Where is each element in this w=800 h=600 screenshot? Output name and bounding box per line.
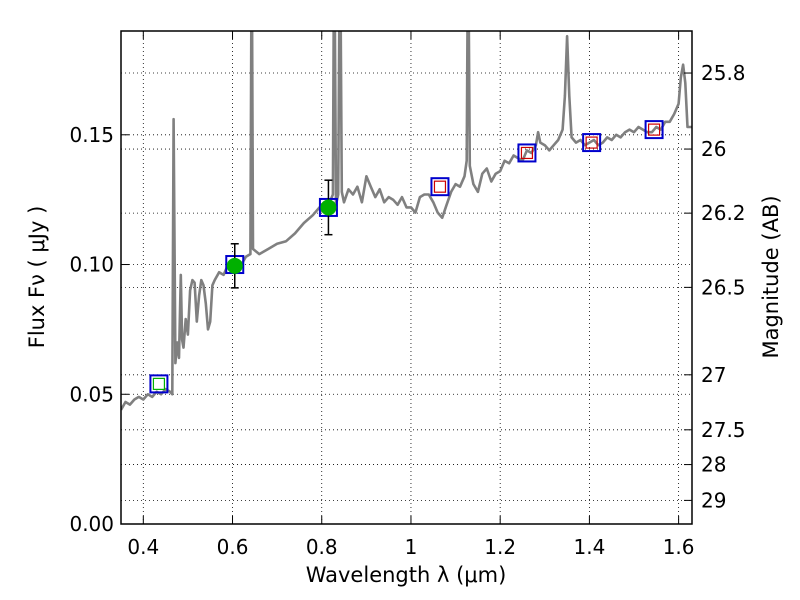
magnitude-tick-label: 25.8 — [701, 61, 746, 85]
y-tick-label: 0.05 — [69, 382, 114, 406]
marker-layer — [149, 120, 664, 394]
model-box-marker — [517, 143, 537, 163]
tick-layer — [121, 31, 692, 525]
magnitude-tick-label: 27 — [701, 363, 726, 387]
predicted-box-marker — [520, 146, 534, 160]
x-tick-label: 0.8 — [306, 535, 338, 559]
y-tick-label: 0.10 — [69, 253, 114, 277]
x-tick-label: 1 — [405, 535, 418, 559]
magnitude-tick-label: 26 — [701, 137, 726, 161]
x-axis-title: Wavelength λ (μm) — [306, 563, 507, 587]
model-box-marker — [149, 374, 169, 394]
spectrum-layer — [121, 31, 692, 411]
right-axis-title: Magnitude (AB) — [759, 195, 783, 358]
predicted-box-marker — [585, 136, 598, 149]
magnitude-tick-label: 26.2 — [701, 201, 746, 225]
model-box-marker — [582, 133, 602, 153]
tick-label-layer: 0.4 0.6 0.8 1 1.2 1.4 1.6 0.00 0.05 0.10 0.15 25.8 2… — [69, 61, 745, 559]
x-tick-label: 1.2 — [484, 535, 516, 559]
predicted-box-marker — [647, 123, 661, 136]
observed-point — [320, 199, 337, 216]
spectrum-line — [121, 31, 692, 411]
magnitude-tick-label: 28 — [701, 453, 726, 477]
x-tick-label: 0.6 — [217, 535, 249, 559]
y-axis-title: Flux Fν ( μJy ) — [25, 206, 49, 349]
magnitude-tick-label: 29 — [701, 488, 726, 512]
y-tick-label: 0.00 — [69, 512, 114, 536]
model-box-marker — [644, 120, 664, 140]
x-tick-label: 1.4 — [573, 535, 605, 559]
x-tick-label: 1.6 — [663, 535, 695, 559]
magnitude-tick-label: 27.5 — [701, 418, 746, 442]
observed-point — [226, 257, 243, 274]
y-tick-label: 0.15 — [69, 123, 114, 147]
x-tick-label: 0.4 — [127, 535, 159, 559]
model-box-marker — [430, 177, 450, 197]
plot-frame — [120, 30, 693, 525]
magnitude-tick-label: 26.5 — [701, 275, 746, 299]
predicted-box-marker — [433, 180, 447, 193]
upper-limit-box-marker — [152, 377, 166, 390]
